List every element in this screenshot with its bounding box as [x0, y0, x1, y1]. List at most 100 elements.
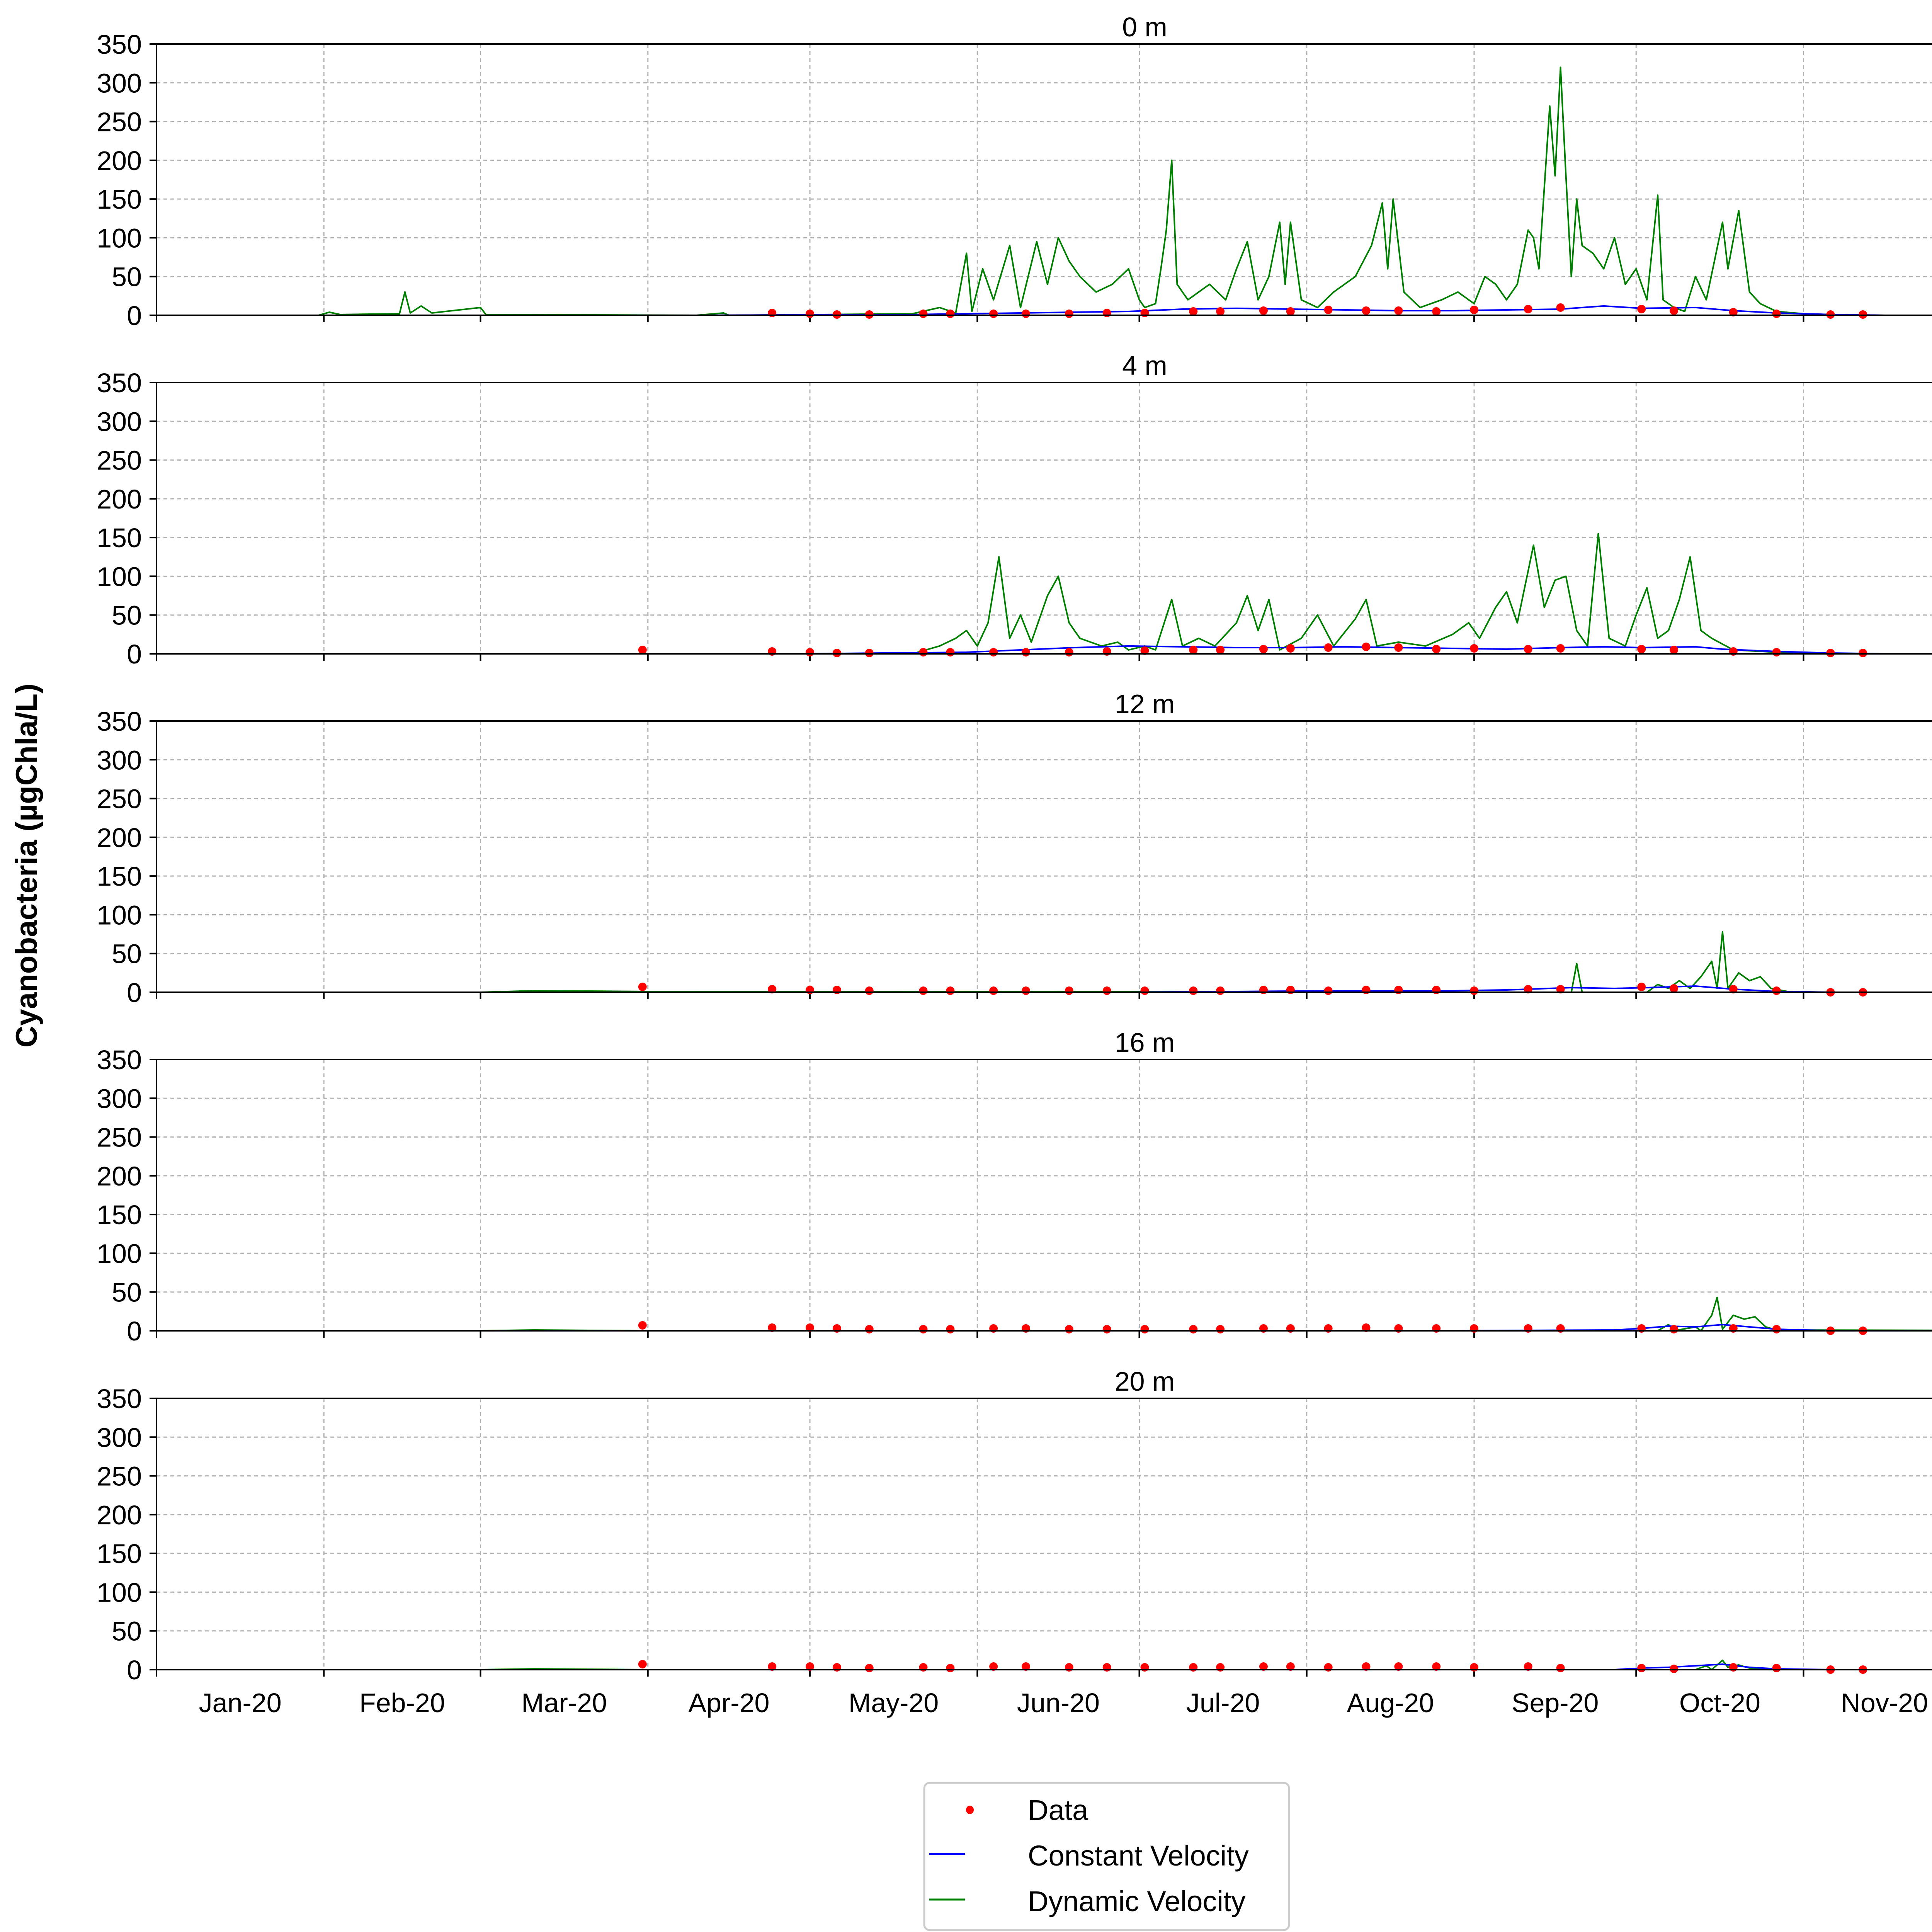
- data-point: [1470, 305, 1478, 314]
- y-tick-label: 300: [97, 406, 142, 437]
- legend-item-data: Data: [966, 1794, 1088, 1826]
- data-point: [1140, 1325, 1149, 1333]
- data-point: [1102, 1325, 1111, 1333]
- data-point: [1259, 1662, 1268, 1671]
- data-point: [806, 1323, 815, 1332]
- data-point: [1470, 986, 1478, 995]
- data-point: [1189, 986, 1198, 995]
- data-point: [1859, 310, 1867, 319]
- legend-label-data: Data: [1028, 1794, 1088, 1826]
- data-point: [1259, 645, 1268, 653]
- y-tick-label: 200: [97, 484, 142, 514]
- data-point: [1394, 643, 1403, 652]
- data-point: [1259, 306, 1268, 315]
- legend-item-dynamic-velocity: Dynamic Velocity: [929, 1885, 1245, 1917]
- subplot-4m: 4 m 0 50 100 150 200 250 300 350: [97, 350, 1932, 669]
- y-tick-label: 0: [127, 978, 142, 1008]
- y-tick-label: 150: [97, 861, 142, 891]
- data-point: [1670, 984, 1679, 993]
- y-tick-label: 200: [97, 823, 142, 853]
- y-tick-label: 100: [97, 1577, 142, 1607]
- y-tick-label: 150: [97, 1539, 142, 1569]
- subplot-16m: 16 m 0 50 100 150 200 250 300 350: [97, 1027, 1932, 1346]
- data-point: [638, 982, 647, 991]
- data-point: [1216, 1325, 1225, 1333]
- y-tick-label: 250: [97, 1461, 142, 1492]
- y-tick-label: 0: [127, 1655, 142, 1685]
- data-point: [1556, 303, 1565, 312]
- y-tick-label: 50: [112, 1277, 142, 1308]
- data-point: [1324, 643, 1333, 652]
- data-point: [1670, 645, 1679, 654]
- y-tick-label: 50: [112, 939, 142, 969]
- data-point: [1826, 310, 1835, 319]
- data-point: [768, 1323, 777, 1332]
- data-point: [919, 648, 928, 656]
- data-point: [946, 1325, 955, 1333]
- data-point: [1324, 305, 1333, 314]
- data-point: [1670, 306, 1679, 315]
- data-point: [1022, 648, 1031, 656]
- data-point: [1394, 306, 1403, 315]
- y-tick-label: 200: [97, 1500, 142, 1530]
- panel-title: 4 m: [1122, 350, 1167, 381]
- data-point: [1432, 1662, 1441, 1671]
- legend-item-constant-velocity: Constant Velocity: [929, 1840, 1249, 1872]
- x-tick-label: Jan-20: [199, 1688, 282, 1718]
- y-tick-label: 0: [127, 1316, 142, 1346]
- data-point: [1140, 646, 1149, 655]
- data-point: [1286, 307, 1295, 316]
- panel-title: 16 m: [1115, 1027, 1175, 1058]
- y-tick-label: 150: [97, 184, 142, 214]
- data-point: [1524, 985, 1532, 993]
- data-point: [1022, 309, 1031, 318]
- data-point: [1670, 1664, 1679, 1673]
- y-tick-label: 350: [97, 29, 142, 60]
- data-point: [989, 309, 998, 318]
- y-tick-label: 100: [97, 1238, 142, 1269]
- x-tick-label: May-20: [849, 1688, 939, 1718]
- data-point: [1022, 986, 1031, 995]
- data-point: [865, 310, 874, 319]
- legend-label-dynamic-velocity: Dynamic Velocity: [1028, 1885, 1245, 1917]
- panel-title: 20 m: [1115, 1366, 1175, 1396]
- data-point: [1729, 985, 1738, 993]
- legend-frame: [923, 1782, 1290, 1931]
- data-point: [1189, 307, 1198, 316]
- axes-frame: [156, 720, 1932, 993]
- data-point: [1065, 1325, 1073, 1333]
- data-point: [1394, 1662, 1403, 1671]
- y-tick-label: 300: [97, 1083, 142, 1114]
- x-tick-label: Feb-20: [359, 1688, 445, 1718]
- data-point: [865, 1325, 874, 1333]
- y-tick-label: 100: [97, 561, 142, 592]
- y-tick-label: 250: [97, 1122, 142, 1153]
- data-point: [1859, 648, 1867, 657]
- data-point: [832, 310, 841, 319]
- data-point: [946, 648, 955, 656]
- y-tick-label: 100: [97, 223, 142, 253]
- data-point: [1524, 645, 1532, 653]
- data-point: [806, 1662, 815, 1671]
- legend-label-constant-velocity: Constant Velocity: [1028, 1840, 1249, 1872]
- data-point: [1772, 986, 1781, 995]
- data-point: [1637, 982, 1646, 991]
- x-tick-label: Nov-20: [1841, 1688, 1928, 1718]
- data-point: [638, 645, 647, 654]
- subplot-12m: 12 m 0 50 100 150 200 250 300 350: [97, 689, 1932, 1008]
- y-tick-label: 250: [97, 446, 142, 476]
- data-point: [806, 309, 815, 318]
- data-point: [919, 309, 928, 318]
- dynamic-velocity-line: [156, 533, 1932, 655]
- y-tick-label: 0: [127, 639, 142, 669]
- axes-frame: [156, 1398, 1932, 1670]
- data-point: [638, 1660, 647, 1668]
- y-tick-label: 100: [97, 900, 142, 930]
- y-tick-label: 250: [97, 107, 142, 137]
- data-point: [1556, 985, 1565, 993]
- data-point: [1524, 1662, 1532, 1671]
- y-tick-label: 0: [127, 301, 142, 331]
- data-point: [1432, 645, 1441, 653]
- x-tick-label: Aug-20: [1347, 1688, 1434, 1718]
